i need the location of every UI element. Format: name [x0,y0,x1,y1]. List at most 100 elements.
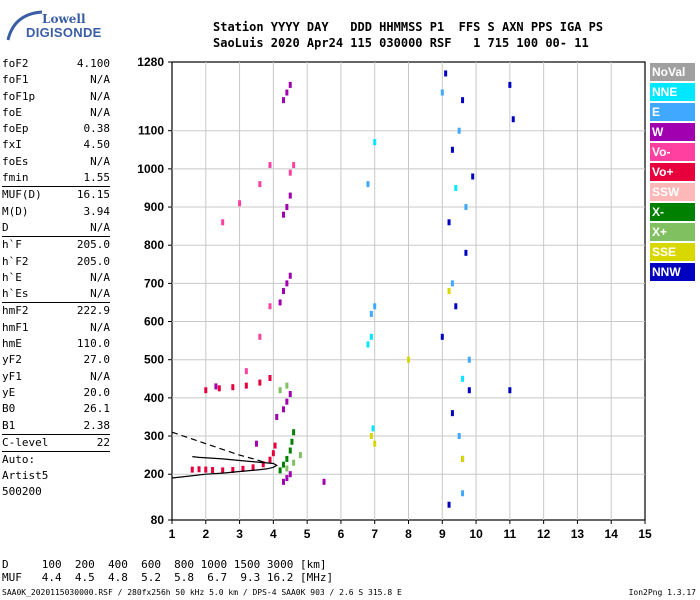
data-point [241,465,245,472]
param-value: N/A [90,73,110,87]
param-value: 2.38 [83,418,111,432]
param-row: fxI 4.50 [2,137,110,153]
data-point [461,490,465,497]
y-tick-label: 600 [144,315,164,329]
param-row: hmE 110.0 [2,336,110,352]
data-point [366,341,370,348]
y-tick-label: 1100 [138,124,164,138]
data-point [281,211,285,218]
param-label: h`E [2,270,22,284]
data-point [258,379,262,386]
data-point [261,461,265,468]
legend-entry: Vo+ [650,163,695,181]
data-point [268,456,272,463]
param-separator [2,433,110,435]
param-label: fxI [2,138,22,152]
muf-row: MUF 4.4 4.5 4.8 5.2 5.8 6.7 9.3 16.2 [MH… [2,571,334,584]
data-point [444,70,448,77]
data-point [407,356,410,363]
y-tick-label: 400 [144,391,164,405]
data-point [369,433,373,440]
data-point [204,387,208,394]
logo-swoosh-icon [6,10,43,41]
x-tick-label: 3 [236,527,243,541]
param-label: h`F [2,238,22,252]
param-label: M(D) [2,204,29,218]
data-point [281,478,285,485]
y-axis-ticks: 80 200 300 400 500 600 700 800 900 1000 1100 1280 [137,55,172,527]
param-label: foE [2,105,22,119]
profile-curve [171,456,278,479]
param-label: yF2 [2,353,22,367]
x-tick-label: 13 [571,527,585,541]
param-row: yE 20.0 [2,385,110,401]
x-tick-label: 10 [469,527,483,541]
data-point [251,464,255,471]
param-value: N/A [90,89,110,103]
param-value: 205.0 [76,254,110,268]
data-point [278,299,282,306]
legend-entry: NoVal [650,63,695,81]
data-point [268,375,272,382]
muf-table: D 100 200 400 600 800 1000 1500 3000 [km… [2,558,333,584]
x-tick-label: 2 [202,527,209,541]
logo-digisonde: DIGISONDE [26,25,102,40]
param-row: hmF2 222.9 [2,303,110,319]
data-point [211,467,215,474]
x-tick-label: 11 [504,527,517,541]
param-value: N/A [90,287,110,301]
data-point [217,385,221,392]
param-value: 26.1 [83,402,111,416]
data-point [471,173,475,180]
data-point [366,181,370,188]
x-axis-ticks: 1 2 3 4 5 6 7 8 9 10 11 12 13 14 15 [169,520,652,541]
param-row: foEp 0.38 [2,121,110,137]
param-label: foF1p [2,89,36,103]
data-point [450,410,454,417]
data-point [281,461,285,468]
param-value: 1.55 [83,171,111,185]
y-tick-label: 200 [144,467,164,481]
legend-entry: X+ [650,223,695,241]
autoscale-line: 500200 [2,485,42,499]
data-point [467,387,471,394]
data-point [292,429,296,436]
data-point [285,455,289,462]
data-point [292,162,296,169]
chart-points [190,70,515,508]
param-row: B1 2.38 [2,418,110,434]
data-point [231,384,235,391]
legend-entry: W [650,123,695,141]
data-point [278,387,282,394]
data-point [464,204,468,211]
legend-entry: Vo- [650,143,695,161]
param-value: 205.0 [76,238,110,252]
autoscale-line: Artist5 [2,469,49,483]
param-label: yF1 [2,369,22,383]
param-label: B1 [2,418,16,432]
data-point [373,440,377,447]
header-line-2: SaoLuis 2020 Apr24 115 030000 RSF 1 715 … [213,36,589,50]
data-point [285,465,289,472]
param-row: D N/A [2,220,110,236]
param-row: fmin 1.55 [2,170,110,186]
polarization-legend: NoVal NNE E W Vo- Vo+ SSW X- X+ SSE NNW [650,63,695,283]
param-label: foEp [2,122,29,136]
data-point [288,81,292,88]
param-value: 4.100 [76,57,110,70]
autoscale-line: Auto: [2,453,36,467]
data-point [271,450,275,457]
legend-entry: E [650,103,695,121]
param-row: h`E N/A [2,270,110,286]
param-separator [2,451,110,453]
param-row: h`F2 205.0 [2,254,110,270]
data-point [508,81,512,88]
data-point [457,433,461,440]
param-label: h`Es [2,287,29,301]
data-point [285,89,289,96]
station-header: Station YYYY DAY DDD HHMMSS P1 FFS S AXN… [213,19,603,51]
param-row: foF1 N/A [2,72,110,88]
param-value: 3.94 [83,204,111,218]
param-value: N/A [90,154,110,168]
param-row: C-level 22 [2,435,110,451]
